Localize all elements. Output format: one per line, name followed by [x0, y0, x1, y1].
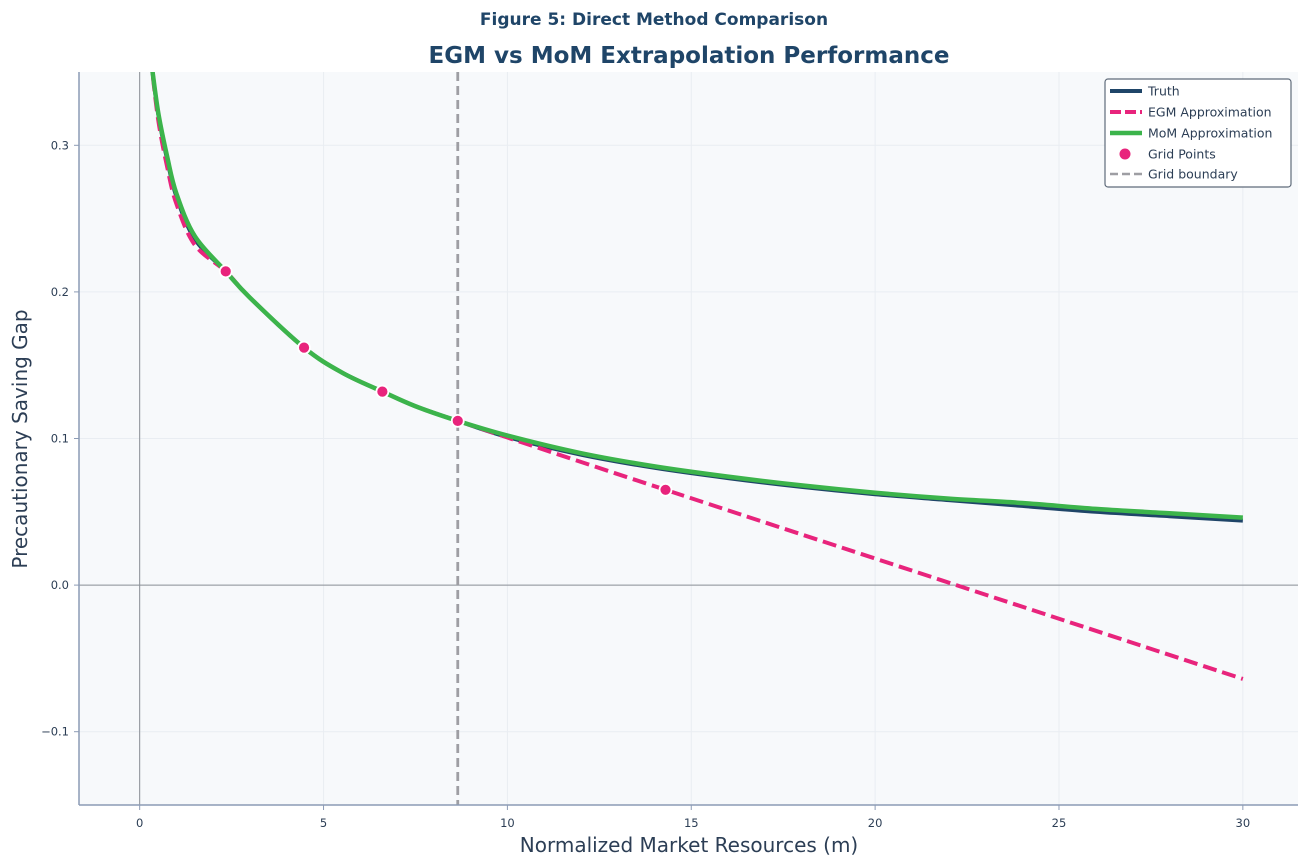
x-tick-label: 30 — [1236, 816, 1251, 830]
legend-label-egm: EGM Approximation — [1148, 105, 1272, 120]
x-tick-label: 10 — [500, 816, 515, 830]
y-tick-label: 0.3 — [51, 138, 69, 152]
series-line-mom-approximation — [150, 72, 1243, 520]
y-tick-label: 0.1 — [51, 432, 69, 446]
y-axis-ticks: −0.1 0.0 0.1 0.2 0.3 — [41, 138, 79, 739]
x-tick-label: 15 — [684, 816, 699, 830]
x-tick-label: 0 — [136, 816, 143, 830]
y-tick-label: 0.0 — [51, 578, 69, 592]
legend-label-grid-points: Grid Points — [1148, 147, 1216, 162]
legend: Truth EGM Approximation MoM Approximatio… — [1104, 78, 1292, 188]
grid-point — [297, 340, 311, 355]
y-tick-label: 0.2 — [51, 285, 69, 299]
x-axis-label: Normalized Market Resources (m) — [520, 833, 858, 857]
grid-point — [375, 384, 390, 399]
chart-title: EGM vs MoM Extrapolation Performance — [429, 43, 950, 69]
reference-lines — [79, 72, 1298, 805]
grid-point — [450, 414, 465, 428]
grid-point — [658, 482, 673, 497]
series-lines — [150, 72, 1244, 681]
figure-suptitle: Figure 5: Direct Method Comparison — [480, 10, 828, 30]
y-axis-label: Precautionary Saving Gap — [8, 309, 32, 568]
legend-box — [1104, 78, 1292, 188]
y-tick-label: −0.1 — [41, 725, 69, 739]
legend-label-mom: MoM Approximation — [1148, 126, 1272, 141]
x-axis-ticks: 0 5 10 15 20 25 30 — [136, 805, 1250, 830]
grid-points — [218, 264, 673, 497]
legend-swatch-grid-points — [1119, 148, 1131, 160]
x-tick-label: 25 — [1052, 816, 1067, 830]
legend-label-grid-boundary: Grid boundary — [1148, 167, 1238, 182]
legend-label-truth: Truth — [1147, 84, 1180, 99]
x-tick-label: 20 — [868, 816, 883, 830]
grid-point — [218, 264, 233, 279]
x-tick-label: 5 — [320, 816, 327, 830]
